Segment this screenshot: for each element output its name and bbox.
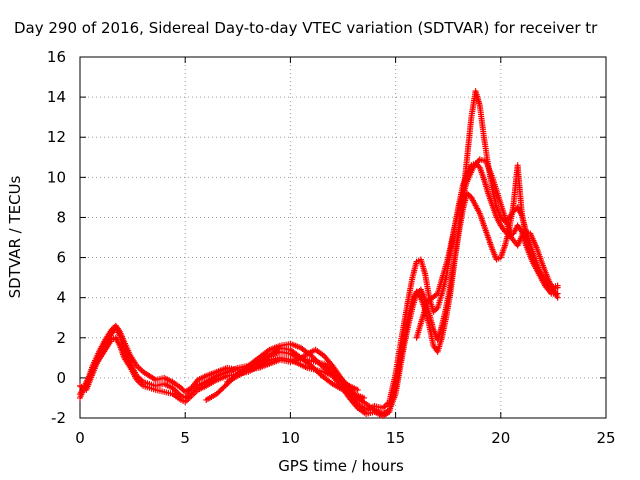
y-tick-label: 4 <box>56 289 66 307</box>
y-axis-label: SDTVAR / TECUs <box>6 175 24 298</box>
data-point <box>354 386 361 393</box>
x-tick-label: 25 <box>596 429 615 447</box>
y-tick-label: 12 <box>47 128 66 146</box>
x-tick-label: 5 <box>180 429 190 447</box>
plot-frame <box>79 56 607 419</box>
data-point <box>361 394 368 401</box>
x-tick-label: 10 <box>281 429 300 447</box>
y-tick-label: 6 <box>56 249 66 267</box>
y-tick-label: 16 <box>47 48 66 66</box>
data-points <box>77 88 561 419</box>
x-tick-label: 15 <box>386 429 405 447</box>
y-tick-label: 0 <box>56 369 66 387</box>
y-tick-label: 2 <box>56 329 66 347</box>
x-axis-label: GPS time / hours <box>278 457 404 475</box>
x-tick-label: 20 <box>491 429 510 447</box>
y-tick-label: 10 <box>47 168 66 186</box>
chart-title: Day 290 of 2016, Sidereal Day-to-day VTE… <box>14 19 598 37</box>
data-point <box>554 294 561 301</box>
y-tick-label: -2 <box>51 409 66 427</box>
data-point <box>554 282 561 289</box>
y-tick-label: 8 <box>56 208 66 226</box>
x-tick-label: 0 <box>75 429 85 447</box>
y-tick-label: 14 <box>47 88 66 106</box>
axis-ticks: 0 5 10 15 20 25 -2 0 2 4 6 8 10 12 14 16 <box>47 48 616 447</box>
